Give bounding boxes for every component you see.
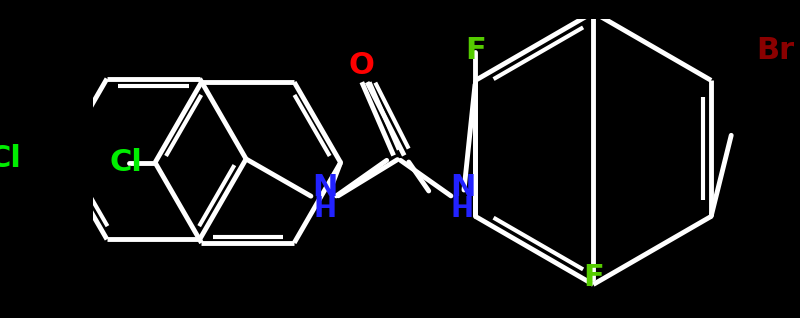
Text: Br: Br <box>756 36 794 65</box>
Text: F: F <box>465 36 486 65</box>
Text: F: F <box>583 263 604 292</box>
Text: H: H <box>451 196 474 224</box>
Text: H: H <box>313 196 336 224</box>
Text: O: O <box>349 52 374 80</box>
Text: N: N <box>450 173 475 202</box>
Text: N: N <box>312 173 338 202</box>
Text: Cl: Cl <box>109 148 142 177</box>
Text: Cl: Cl <box>0 144 22 174</box>
